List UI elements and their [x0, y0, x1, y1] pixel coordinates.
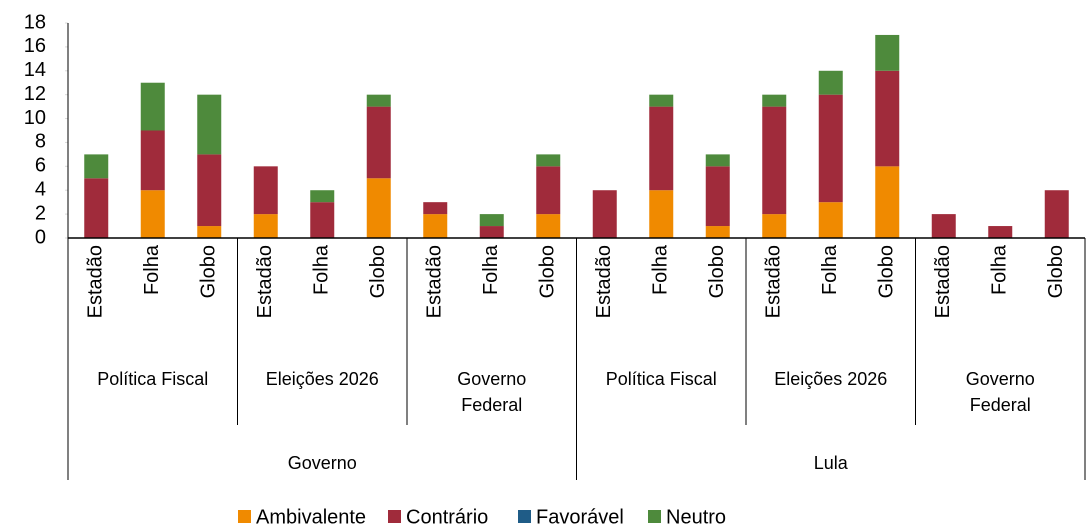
legend-swatch [518, 510, 531, 523]
legend-label: Contrário [406, 506, 488, 528]
y-tick-label: 2 [35, 202, 46, 224]
y-tick-label: 6 [35, 155, 46, 177]
x-tick-label: Estadão [763, 245, 785, 318]
bar-segment [197, 154, 222, 227]
legend-swatch [648, 510, 661, 523]
x-tick-label: Folha [989, 244, 1011, 295]
bar-segment [931, 214, 956, 238]
bar-segment [705, 154, 730, 167]
bar-segment [875, 34, 900, 71]
bar-segment [649, 190, 674, 238]
y-tick-label: 18 [24, 11, 46, 33]
bar-segment [84, 178, 109, 238]
y-tick-label: 0 [35, 226, 46, 248]
x-tick-label: Estadão [254, 245, 276, 318]
bar-segment [875, 166, 900, 238]
y-tick-label: 4 [35, 179, 46, 201]
bar-segment [649, 106, 674, 191]
bar-segment [253, 214, 278, 238]
bar-segment [762, 214, 787, 238]
x-tick-label: Folha [141, 244, 163, 295]
bar-segment [253, 166, 278, 215]
bar-segment [818, 70, 843, 95]
bar-segment [536, 154, 561, 167]
x-tick-label: Folha [480, 244, 502, 295]
bar-segment [140, 130, 165, 191]
x-tick-label: Estadão [85, 245, 107, 318]
x-tick-label: Folha [311, 244, 333, 295]
y-tick-label: 10 [24, 107, 46, 129]
y-tick-label: 14 [24, 59, 46, 81]
bar-segment [423, 202, 448, 215]
supergroup-label: Governo [288, 453, 357, 473]
bar-segment [197, 226, 222, 238]
bar-segment [536, 166, 561, 215]
bar-segment [536, 214, 561, 238]
bar-segment [366, 106, 391, 179]
bar-segment [84, 154, 109, 179]
group-label: Governo Federal [965, 369, 1035, 415]
bar-segment [649, 94, 674, 107]
x-tick-label: Folha [819, 244, 841, 295]
legend-label: Neutro [666, 506, 726, 528]
x-tick-label: Globo [1045, 245, 1067, 298]
y-tick-label: 8 [35, 131, 46, 153]
group-label: Política Fiscal [97, 369, 209, 389]
y-tick-label: 16 [24, 35, 46, 57]
bar-segment [310, 190, 335, 203]
bar-segment [1044, 190, 1069, 238]
x-tick-label: Folha [650, 244, 672, 295]
x-tick-label: Globo [198, 245, 220, 298]
legend-swatch [238, 510, 251, 523]
bar-segment [423, 214, 448, 238]
y-tick-label: 12 [24, 83, 46, 105]
x-tick-label: Estadão [593, 245, 615, 318]
group-label: Eleições 2026 [774, 369, 888, 389]
bar-segment [592, 190, 617, 238]
group-label: Eleições 2026 [265, 369, 379, 389]
x-tick-label: Estadão [424, 245, 446, 318]
bar-segment [762, 106, 787, 215]
legend-label: Ambivalente [256, 506, 366, 528]
supergroup-label: Lula [814, 453, 849, 473]
x-tick-label: Globo [706, 245, 728, 298]
bar-segment [818, 94, 843, 203]
bar-segment [988, 226, 1013, 238]
bar-segment [366, 94, 391, 107]
bar-segment [140, 190, 165, 238]
x-tick-label: Globo [876, 245, 898, 298]
x-tick-label: Globo [537, 245, 559, 298]
bar-segment [705, 166, 730, 227]
group-label: Política Fiscal [605, 369, 717, 389]
bar-segment [140, 82, 165, 131]
bar-segment [479, 226, 504, 238]
bar-segment [310, 202, 335, 238]
x-tick-label: Estadão [932, 245, 954, 318]
bar-segment [762, 94, 787, 107]
legend-swatch [388, 510, 401, 523]
bar-segment [479, 214, 504, 227]
x-tick-label: Globo [367, 245, 389, 298]
bar-segment [366, 178, 391, 238]
bar-segment [197, 94, 222, 155]
legend-label: Favorável [536, 506, 624, 528]
bar-segment [875, 70, 900, 167]
bar-segment [705, 226, 730, 238]
group-label: Governo Federal [457, 369, 527, 415]
bar-segment [818, 202, 843, 238]
